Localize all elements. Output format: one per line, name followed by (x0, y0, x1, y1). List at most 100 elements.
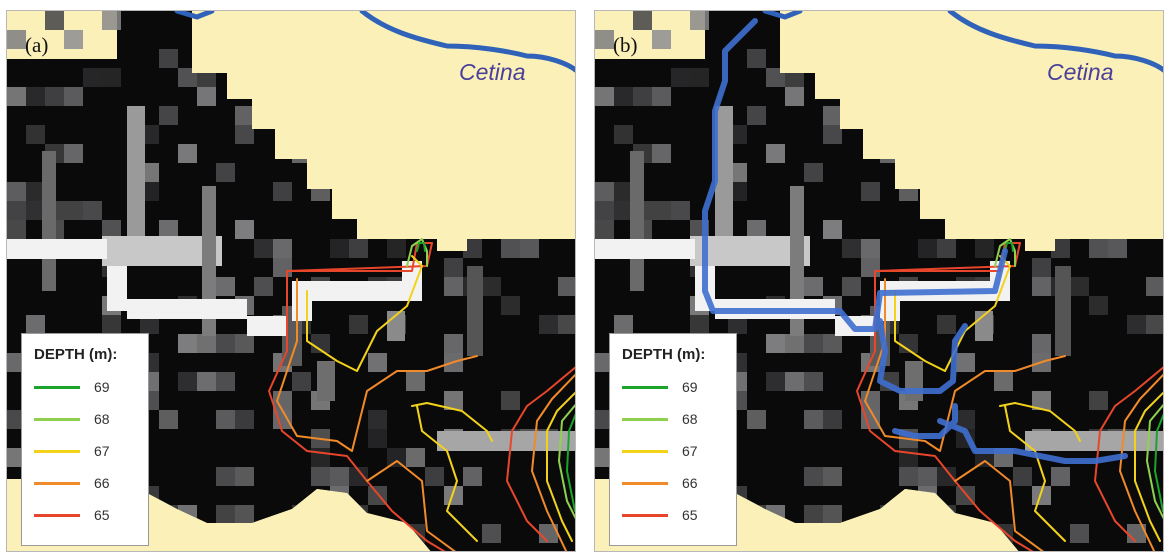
raster-cell (444, 258, 463, 277)
raster-cell (785, 334, 804, 353)
legend-value: 67 (94, 443, 110, 459)
raster-cell (804, 505, 823, 524)
raster-cell (197, 87, 216, 106)
raster-channel (437, 431, 575, 451)
flow-path (702, 18, 1128, 464)
legend-value: 69 (94, 379, 110, 395)
raster-cell (956, 353, 975, 372)
raster-cell (614, 201, 633, 220)
raster-cell (614, 182, 633, 201)
raster-cell (7, 87, 26, 106)
raster-cell (1146, 277, 1163, 296)
raster-cell (387, 239, 406, 258)
raster-cell (7, 201, 26, 220)
raster-cell (444, 486, 463, 505)
raster-cell (861, 258, 880, 277)
raster-cell (45, 11, 64, 30)
raster-cell (804, 410, 823, 429)
raster-cell (899, 334, 918, 353)
raster-cell (823, 125, 842, 144)
raster-channel (317, 361, 335, 401)
raster-cell (406, 448, 425, 467)
raster-cell (102, 315, 121, 334)
raster-cell (216, 467, 235, 486)
raster-cell (26, 315, 45, 334)
raster-cell (918, 239, 937, 258)
raster-cell (861, 391, 880, 410)
raster-cell (728, 315, 747, 334)
raster-cell (406, 372, 425, 391)
raster-channel (467, 266, 483, 356)
raster-cell (899, 467, 918, 486)
tunnel-channel (880, 281, 900, 321)
raster-cell (178, 372, 197, 391)
raster-cell (501, 296, 520, 315)
raster-cell (102, 220, 121, 239)
tunnel-channel (127, 299, 247, 319)
legend-entry: 66 (34, 467, 148, 499)
raster-cell (595, 87, 614, 106)
raster-cell (595, 182, 614, 201)
depth-contour (268, 242, 575, 551)
raster-cell (254, 239, 273, 258)
raster-cell (197, 334, 216, 353)
depth-contour (406, 238, 575, 520)
raster-cell (937, 467, 956, 486)
raster-cell (7, 220, 26, 239)
raster-cell (330, 467, 349, 486)
legend-entry: 67 (34, 435, 148, 467)
raster-cell (1032, 486, 1051, 505)
raster-cell (975, 239, 994, 258)
raster-cell (45, 87, 64, 106)
raster-cell (1013, 467, 1032, 486)
raster-cell (842, 239, 861, 258)
river-label: Cetina (459, 59, 526, 85)
raster-cell (273, 391, 292, 410)
raster-cell (823, 106, 842, 125)
raster-cell (444, 277, 463, 296)
legend-swatch (622, 513, 668, 517)
legend-entry: 69 (622, 371, 736, 403)
raster-cell (633, 87, 652, 106)
raster-cell (368, 410, 387, 429)
tunnel-channel (595, 239, 695, 259)
panel-label: (b) (613, 33, 638, 57)
raster-cell (1108, 239, 1127, 258)
raster-cell (273, 239, 292, 258)
raster-cell (823, 334, 842, 353)
raster-cell (444, 391, 463, 410)
raster-cell (994, 372, 1013, 391)
legend-value: 68 (682, 411, 698, 427)
legend-entry: 68 (34, 403, 148, 435)
legend-value: 65 (94, 507, 110, 523)
legend-swatch (34, 449, 80, 453)
raster-cell (823, 220, 842, 239)
raster-cell (387, 448, 406, 467)
raster-cell (1127, 315, 1146, 334)
raster-cell (197, 372, 216, 391)
raster-cell (614, 315, 633, 334)
raster-cell (444, 334, 463, 353)
raster-cell (747, 106, 766, 125)
raster-cell (804, 467, 823, 486)
depth-legend: DEPTH (m): 69 68 67 66 65 (21, 333, 149, 546)
raster-cell (64, 87, 83, 106)
raster-cell (558, 315, 575, 334)
raster-cell (956, 410, 975, 429)
raster-cell (216, 277, 235, 296)
depth-contour (1004, 242, 1163, 512)
raster-cell (235, 334, 254, 353)
raster-cell (558, 277, 575, 296)
raster-cell (690, 11, 709, 30)
raster-cell (64, 144, 83, 163)
raster-cell (614, 125, 633, 144)
legend-swatch (34, 481, 80, 485)
raster-cell (349, 315, 368, 334)
raster-cell (330, 239, 349, 258)
legend-title: DEPTH (m): (34, 346, 118, 363)
raster-cell (652, 87, 671, 106)
tunnel-channel (7, 239, 107, 259)
raster-cell (747, 220, 766, 239)
raster-cell (216, 372, 235, 391)
legend-swatch (34, 385, 80, 389)
